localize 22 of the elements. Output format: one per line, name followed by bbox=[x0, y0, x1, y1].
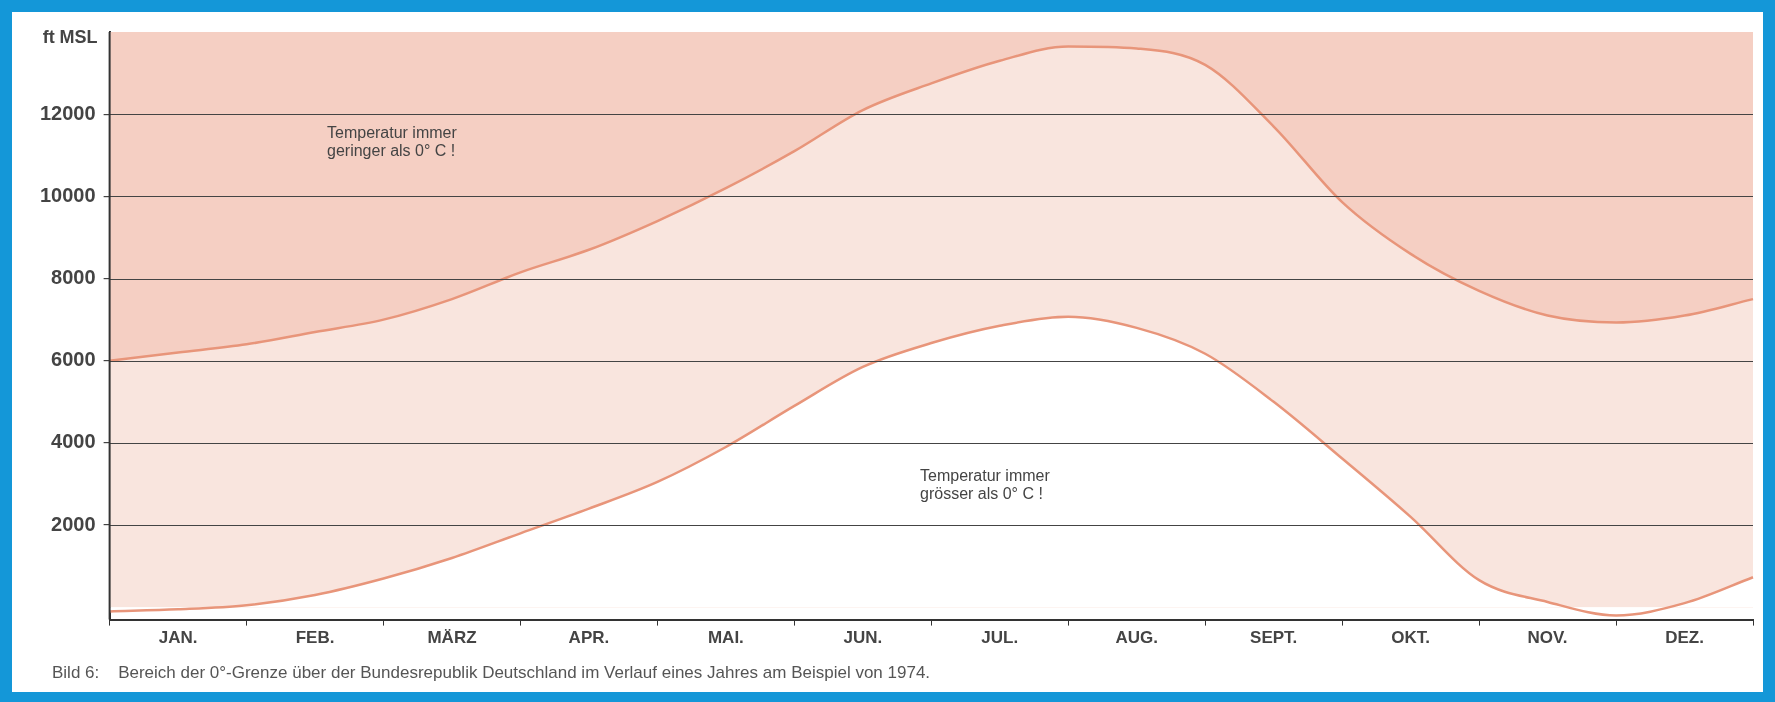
x-tick-label: SEPT. bbox=[1250, 628, 1298, 648]
x-tick-label: JUL. bbox=[981, 628, 1019, 648]
y-tick-label: 10000 bbox=[39, 183, 96, 206]
x-tick-label: DEZ. bbox=[1665, 628, 1704, 648]
y-tick-label: 2000 bbox=[51, 512, 96, 535]
x-tick-label: JAN. bbox=[158, 628, 198, 648]
y-axis-title: ft MSL bbox=[42, 26, 98, 47]
x-tick-label: FEB. bbox=[295, 628, 335, 648]
x-tick-label: MÄRZ bbox=[427, 628, 477, 648]
y-tick-label: 12000 bbox=[39, 101, 96, 124]
x-tick-label: MAI. bbox=[707, 628, 744, 648]
x-tick-label: APR. bbox=[568, 628, 610, 648]
x-tick-label: NOV. bbox=[1527, 628, 1568, 648]
y-tick-label: 8000 bbox=[51, 266, 96, 289]
annotation: Temperatur immer grösser als 0° C ! bbox=[920, 467, 1050, 503]
x-tick-label: JUN. bbox=[843, 628, 883, 648]
x-tick-label: AUG. bbox=[1115, 628, 1158, 648]
y-tick-label: 4000 bbox=[51, 430, 96, 453]
x-tick-label: OKT. bbox=[1391, 628, 1430, 648]
y-tick-label: 6000 bbox=[51, 348, 96, 371]
text: Bild 6: Bereich der 0°-Grenze über der Bundesrepublik Deutschland im Verlauf eines Jahres am Beispiel von 1974. bbox=[52, 663, 931, 682]
annotation: Temperatur immer geringer als 0° C ! bbox=[327, 124, 457, 160]
